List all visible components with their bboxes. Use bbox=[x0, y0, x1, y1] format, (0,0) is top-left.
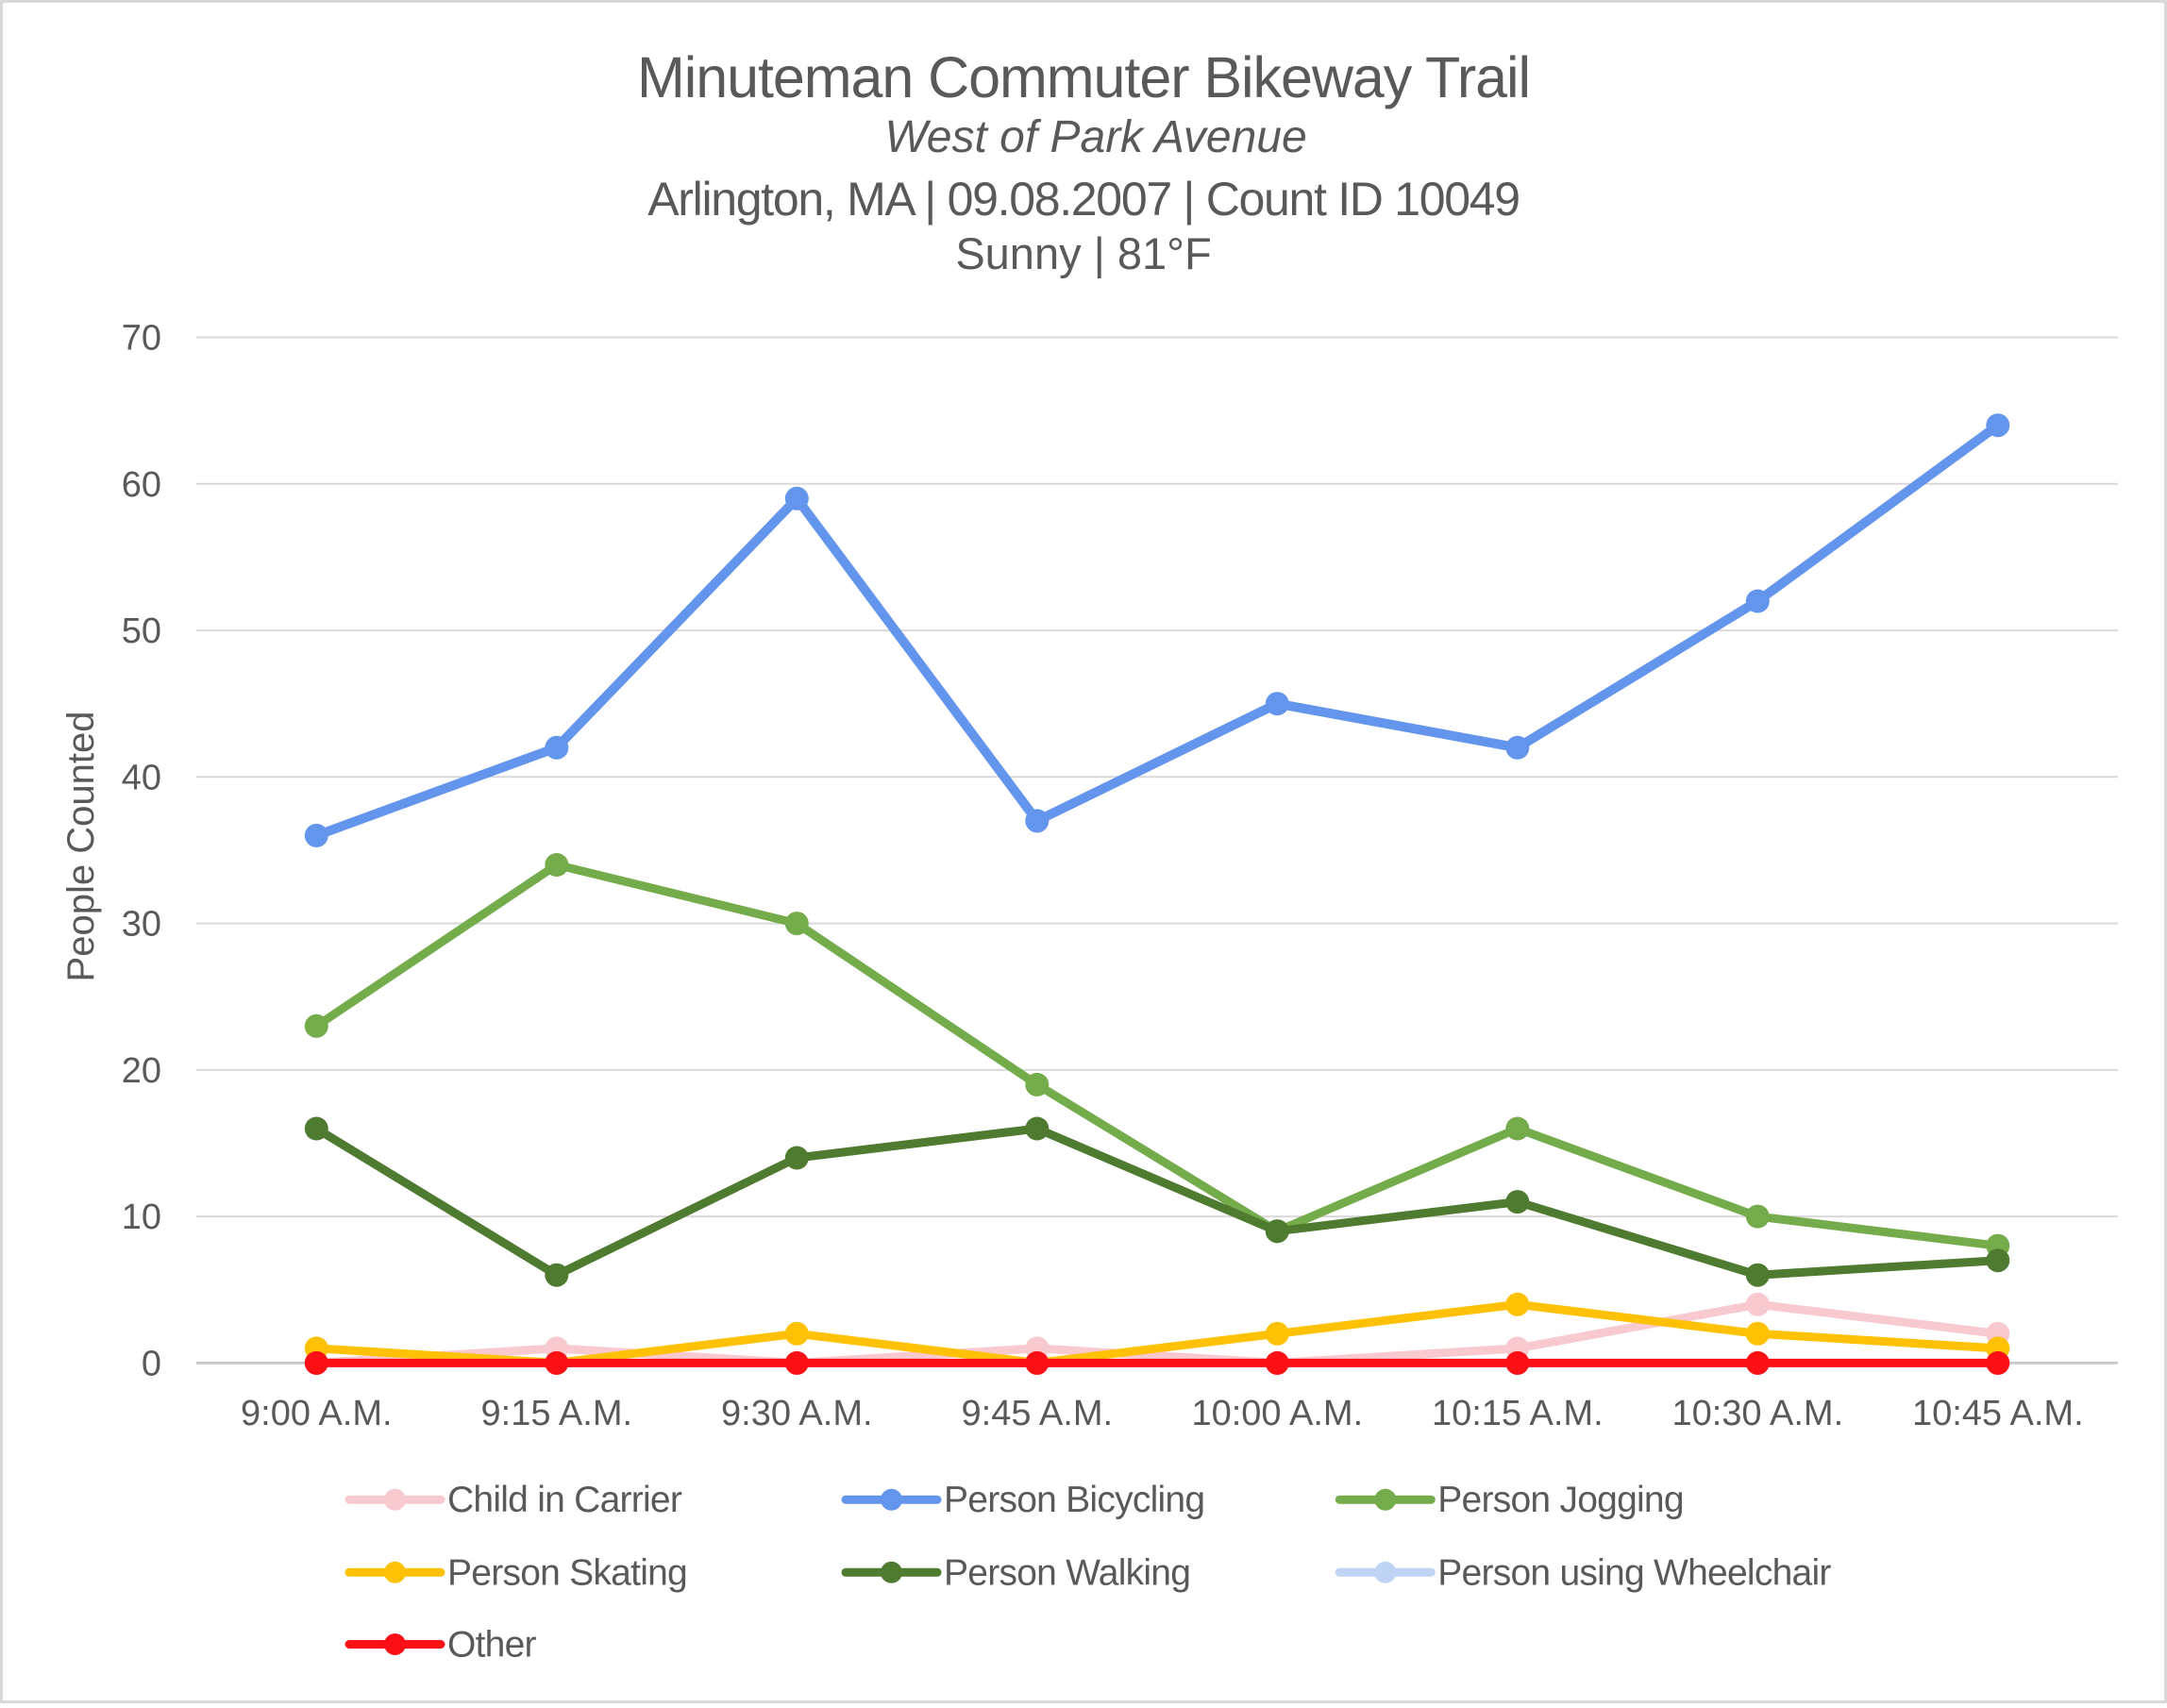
svg-text:50: 50 bbox=[122, 611, 161, 651]
svg-text:Person Skating: Person Skating bbox=[447, 1552, 687, 1593]
svg-text:Person Walking: Person Walking bbox=[944, 1552, 1190, 1593]
svg-text:30: 30 bbox=[122, 905, 161, 945]
svg-text:10: 10 bbox=[122, 1197, 161, 1237]
svg-text:9:30 A.M.: 9:30 A.M. bbox=[721, 1394, 873, 1433]
svg-text:9:00 A.M.: 9:00 A.M. bbox=[241, 1394, 393, 1433]
svg-text:10:00 A.M.: 10:00 A.M. bbox=[1191, 1394, 1363, 1433]
svg-text:People Counted: People Counted bbox=[60, 712, 102, 982]
svg-text:20: 20 bbox=[122, 1051, 161, 1091]
svg-text:Child in Carrier: Child in Carrier bbox=[447, 1480, 682, 1520]
svg-text:Person using Wheelchair: Person using Wheelchair bbox=[1437, 1552, 1831, 1593]
svg-text:West of Park Avenue: West of Park Avenue bbox=[884, 112, 1306, 162]
svg-text:9:45 A.M.: 9:45 A.M. bbox=[962, 1394, 1114, 1433]
svg-text:Minuteman Commuter Bikeway Tra: Minuteman Commuter Bikeway Trail bbox=[637, 45, 1530, 109]
svg-text:Person Bicycling: Person Bicycling bbox=[944, 1480, 1204, 1520]
svg-text:40: 40 bbox=[122, 758, 161, 797]
svg-text:70: 70 bbox=[122, 319, 161, 359]
svg-text:10:15 A.M.: 10:15 A.M. bbox=[1432, 1394, 1604, 1433]
svg-text:9:15 A.M.: 9:15 A.M. bbox=[481, 1394, 633, 1433]
svg-text:Arlington, MA | 09.08.2007 | C: Arlington, MA | 09.08.2007 | Count ID 10… bbox=[647, 173, 1520, 226]
svg-text:Person Jogging: Person Jogging bbox=[1437, 1480, 1684, 1520]
svg-text:10:45 A.M.: 10:45 A.M. bbox=[1912, 1394, 2084, 1433]
svg-text:0: 0 bbox=[142, 1344, 161, 1383]
svg-text:60: 60 bbox=[122, 465, 161, 505]
svg-text:10:30 A.M.: 10:30 A.M. bbox=[1671, 1394, 1843, 1433]
svg-text:Sunny | 81°F: Sunny | 81°F bbox=[955, 228, 1211, 278]
svg-text:Other: Other bbox=[447, 1625, 537, 1666]
